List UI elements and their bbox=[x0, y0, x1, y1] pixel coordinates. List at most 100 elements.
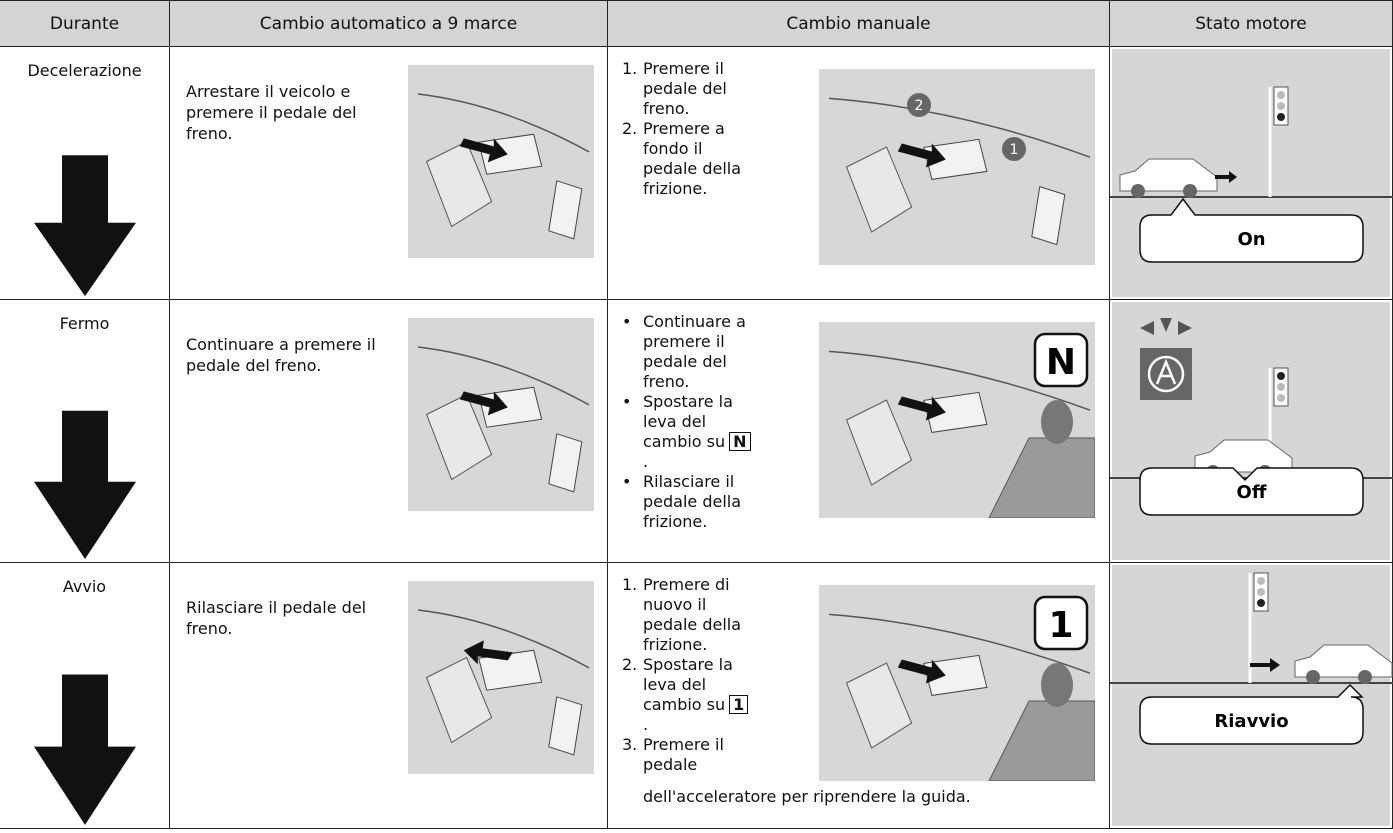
badge-label: 1 bbox=[1010, 142, 1019, 158]
auto-stop-glyph bbox=[1155, 358, 1177, 385]
shape bbox=[417, 346, 590, 406]
gear-knob bbox=[1041, 400, 1073, 444]
gear-key: N bbox=[729, 432, 751, 451]
phase-label: Avvio bbox=[62, 577, 107, 596]
step-text: Premere di nuovo il pedale della frizion… bbox=[643, 575, 742, 654]
step-end: . bbox=[643, 452, 649, 471]
shape bbox=[923, 138, 988, 180]
step-marker: 2. bbox=[622, 119, 638, 138]
automatic-text: Arrestare il veicolo e premere il pedale… bbox=[186, 82, 357, 143]
step-marker: • bbox=[622, 312, 632, 331]
automatic-figure bbox=[408, 318, 594, 511]
step-text: Premere il pedale del freno. bbox=[643, 59, 727, 118]
lamp bbox=[1257, 599, 1265, 607]
step-marker: 1. bbox=[622, 59, 638, 78]
manual-cell: 1 1. Premere di nuovo il pedale della friz… bbox=[608, 563, 1110, 829]
shape bbox=[897, 396, 946, 421]
step-marker: 2. bbox=[622, 655, 638, 674]
shape bbox=[923, 654, 988, 696]
engine-illustration: Off bbox=[1110, 318, 1393, 516]
shape bbox=[828, 350, 1091, 411]
lamp bbox=[1277, 102, 1285, 110]
lamp bbox=[1277, 372, 1285, 380]
step-text: Premere a fondo il pedale della frizione… bbox=[643, 119, 742, 198]
lamp bbox=[1257, 577, 1265, 585]
badge-label: 2 bbox=[915, 98, 924, 114]
wheel bbox=[1131, 184, 1145, 198]
shape bbox=[417, 609, 590, 669]
engine-state: On bbox=[1237, 229, 1265, 250]
shape bbox=[425, 393, 493, 481]
automatic-text: Continuare a premere il pedale del freno… bbox=[186, 335, 376, 375]
step-marker: • bbox=[622, 392, 632, 411]
shape bbox=[828, 613, 1091, 674]
step-end: . bbox=[643, 715, 649, 734]
shape bbox=[828, 97, 1091, 158]
shape bbox=[459, 138, 508, 163]
shape bbox=[923, 391, 988, 433]
phase-cell: Fermo bbox=[0, 300, 170, 563]
car bbox=[1294, 644, 1393, 678]
shape bbox=[478, 386, 543, 428]
gear-label: N bbox=[1046, 342, 1076, 383]
shape bbox=[548, 433, 583, 493]
badge bbox=[907, 93, 931, 117]
engine-callout bbox=[1139, 467, 1364, 516]
manual-cell: N • Continuare a premere il pedale del fre… bbox=[608, 300, 1110, 563]
manual-step: 1. Premere il pedale del freno. bbox=[622, 59, 1099, 119]
car bbox=[1119, 158, 1218, 192]
engine-cell: On bbox=[1110, 47, 1393, 300]
lamp bbox=[1277, 383, 1285, 391]
engine-cell: Riavvio bbox=[1110, 563, 1393, 829]
shape bbox=[463, 640, 513, 665]
gear-key: 1 bbox=[729, 695, 749, 714]
blink bbox=[1140, 318, 1192, 335]
step-text: Rilasciare il pedale della frizione. bbox=[643, 472, 742, 531]
phase-cell: Avvio bbox=[0, 563, 170, 829]
shape bbox=[845, 662, 913, 749]
shape bbox=[845, 146, 913, 233]
engine-illustration: On bbox=[1110, 86, 1393, 263]
move-arrow bbox=[1250, 658, 1280, 672]
arrow bbox=[34, 674, 136, 825]
move-arrow bbox=[1215, 171, 1237, 183]
down-arrow bbox=[34, 155, 136, 297]
illustration bbox=[417, 609, 590, 756]
manual-step: • Rilasciare il pedale della frizione. bbox=[622, 472, 1099, 532]
manual-step: 2. Spostare la leva del cambio su 1. bbox=[622, 655, 1099, 735]
auto-stop-ring bbox=[1147, 355, 1185, 393]
shape bbox=[897, 143, 946, 168]
shape bbox=[425, 656, 493, 744]
shape bbox=[845, 399, 913, 486]
gear-knob bbox=[1041, 663, 1073, 707]
shape bbox=[478, 649, 543, 691]
automatic-figure bbox=[408, 581, 594, 774]
automatic-figure bbox=[408, 65, 594, 258]
shape bbox=[1031, 185, 1066, 246]
illustration bbox=[417, 93, 590, 240]
engine-state: Off bbox=[1237, 482, 1267, 503]
manual-cell: 2 1 1. Premere il pedale del freno. 2. Premer… bbox=[608, 47, 1110, 300]
manual-step: 1. Premere di nuovo il pedale della frizi… bbox=[622, 575, 1099, 655]
phase-label: Fermo bbox=[59, 314, 110, 333]
lamp bbox=[1277, 394, 1285, 402]
phase-label: Decelerazione bbox=[27, 61, 142, 80]
automatic-cell: Continuare a premere il pedale del freno… bbox=[170, 300, 608, 563]
manual-step: 2. Premere a fondo il pedale della frizio… bbox=[622, 119, 1099, 199]
manual-figure: N bbox=[819, 322, 1096, 519]
illustration: N bbox=[828, 332, 1096, 519]
down-arrow bbox=[34, 674, 136, 825]
gear-callout bbox=[1033, 595, 1089, 651]
engine-state: Riavvio bbox=[1214, 711, 1288, 732]
header-cell: Cambio automatico a 9 marce bbox=[170, 0, 608, 47]
wheel bbox=[1306, 670, 1320, 684]
header-cell: Stato motore bbox=[1110, 0, 1393, 47]
manual-step: 3. Premere il pedale dell'acceleratore pe… bbox=[622, 735, 1099, 807]
lamp bbox=[1277, 91, 1285, 99]
badge bbox=[1002, 137, 1026, 161]
automatic-text: Rilasciare il pedale del freno. bbox=[186, 598, 367, 638]
gear-callout bbox=[1033, 332, 1089, 388]
illustration: 1 bbox=[828, 595, 1096, 782]
